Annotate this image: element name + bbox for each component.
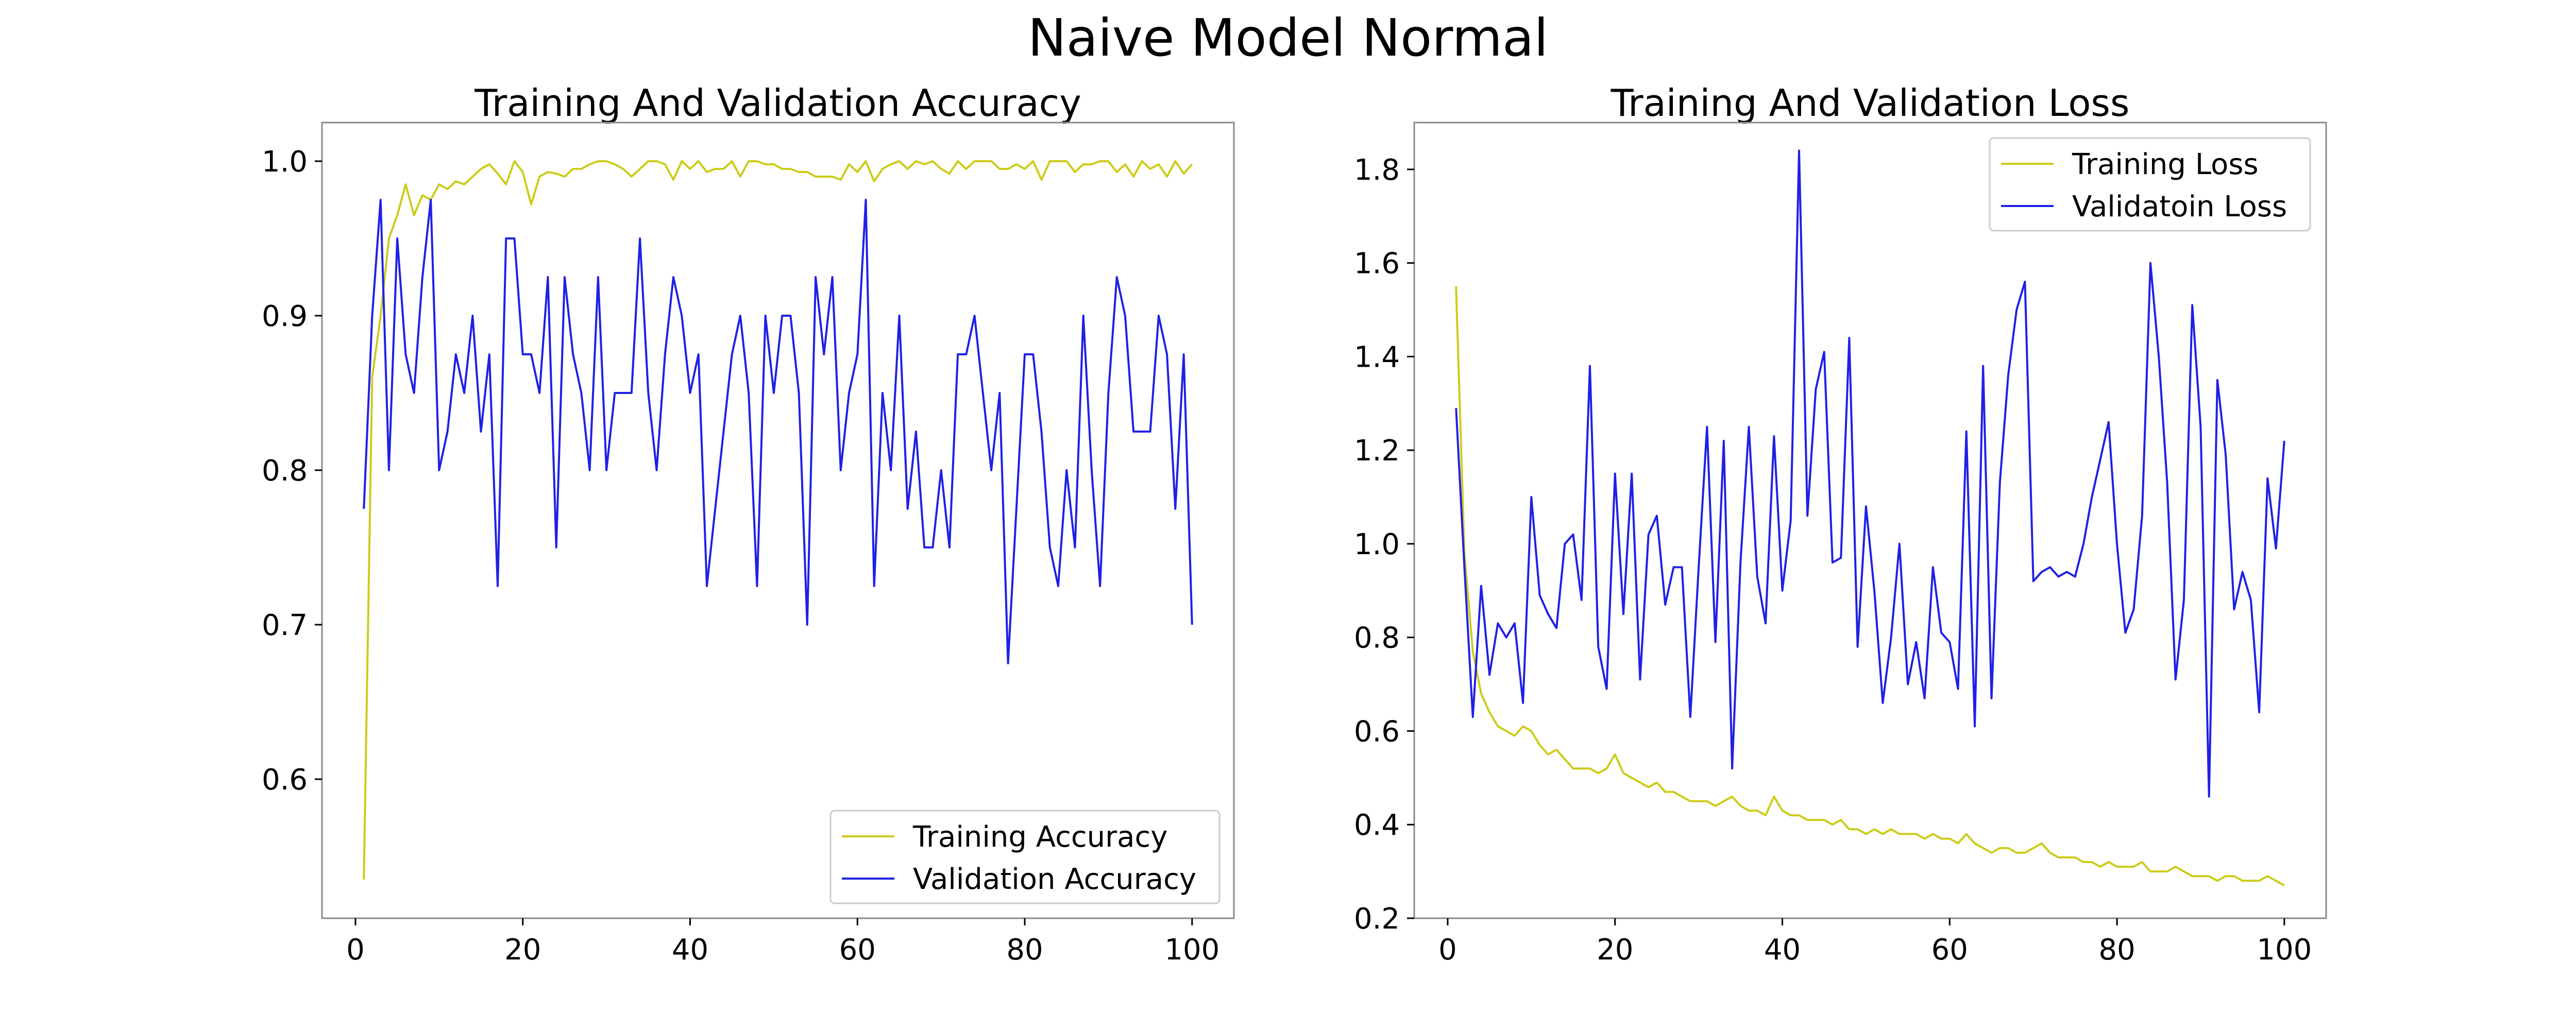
loss-y-tick-label: 1.8: [1354, 153, 1400, 187]
loss-x-tick-label: 40: [1764, 933, 1801, 967]
loss-y-tick-label: 1.6: [1354, 247, 1400, 281]
accuracy-series-validation-accuracy-line: [363, 199, 1193, 664]
accuracy-plot-frame: [321, 122, 1235, 919]
loss-x-tick-label: 80: [2098, 933, 2135, 967]
accuracy-series-training-accuracy-line: [363, 160, 1193, 880]
loss-x-tick-label: 60: [1931, 933, 1968, 967]
loss-y-tick-label: 0.2: [1354, 902, 1400, 936]
loss-legend: Training Loss Validatoin Loss: [1989, 137, 2311, 232]
accuracy-chart: Training And Validation Accuracy 0 20 40 60…: [262, 81, 1235, 967]
loss-series-training-loss-line: [1455, 286, 2285, 887]
accuracy-y-tick-label: 0.8: [262, 454, 308, 488]
accuracy-x-tick-label: 80: [1006, 933, 1043, 967]
accuracy-legend: Training Accuracy Validation Accuracy: [829, 810, 1221, 904]
accuracy-x-tick-label: 100: [1164, 933, 1219, 967]
accuracy-legend-box: [829, 810, 1221, 904]
accuracy-y-tick-label: 0.9: [262, 300, 308, 333]
loss-y-tick-label: 0.4: [1354, 809, 1400, 842]
loss-x-tick-label: 0: [1438, 933, 1457, 967]
accuracy-y-tick-label: 0.6: [262, 763, 308, 797]
figure-title: Naive Model Normal: [1028, 8, 1548, 68]
loss-y-tick-label: 0.6: [1354, 715, 1400, 748]
loss-chart-title: Training And Validation Loss: [1611, 81, 2130, 125]
accuracy-x-tick-label: 20: [504, 933, 541, 967]
loss-y-tick-label: 1.4: [1354, 340, 1400, 374]
accuracy-x-tick-label: 40: [672, 933, 708, 967]
loss-x-tick-label: 20: [1597, 933, 1633, 967]
loss-x-tick-label: 100: [2257, 933, 2312, 967]
loss-legend-label: Validatoin Loss: [2072, 190, 2287, 224]
accuracy-legend-label: Training Accuracy: [912, 820, 1167, 854]
loss-plot-frame: [1413, 122, 2327, 919]
accuracy-y-tick-label: 0.7: [262, 609, 308, 642]
accuracy-x-tick-label: 0: [346, 933, 365, 967]
loss-y-tick-label: 1.0: [1354, 528, 1400, 561]
loss-legend-label: Training Loss: [2072, 148, 2259, 181]
loss-y-tick-label: 1.2: [1354, 434, 1400, 468]
accuracy-chart-title: Training And Validation Accuracy: [474, 81, 1081, 125]
accuracy-y-tick-label: 1.0: [262, 145, 308, 179]
loss-series-validatoin-loss-line: [1455, 149, 2285, 798]
accuracy-x-tick-label: 60: [839, 933, 876, 967]
loss-legend-box: [1989, 137, 2311, 232]
loss-y-tick-label: 0.8: [1354, 622, 1400, 655]
accuracy-legend-label: Validation Accuracy: [913, 863, 1196, 896]
loss-chart: Training And Validation Loss 0 20 40 60 80 10…: [1354, 81, 2327, 967]
